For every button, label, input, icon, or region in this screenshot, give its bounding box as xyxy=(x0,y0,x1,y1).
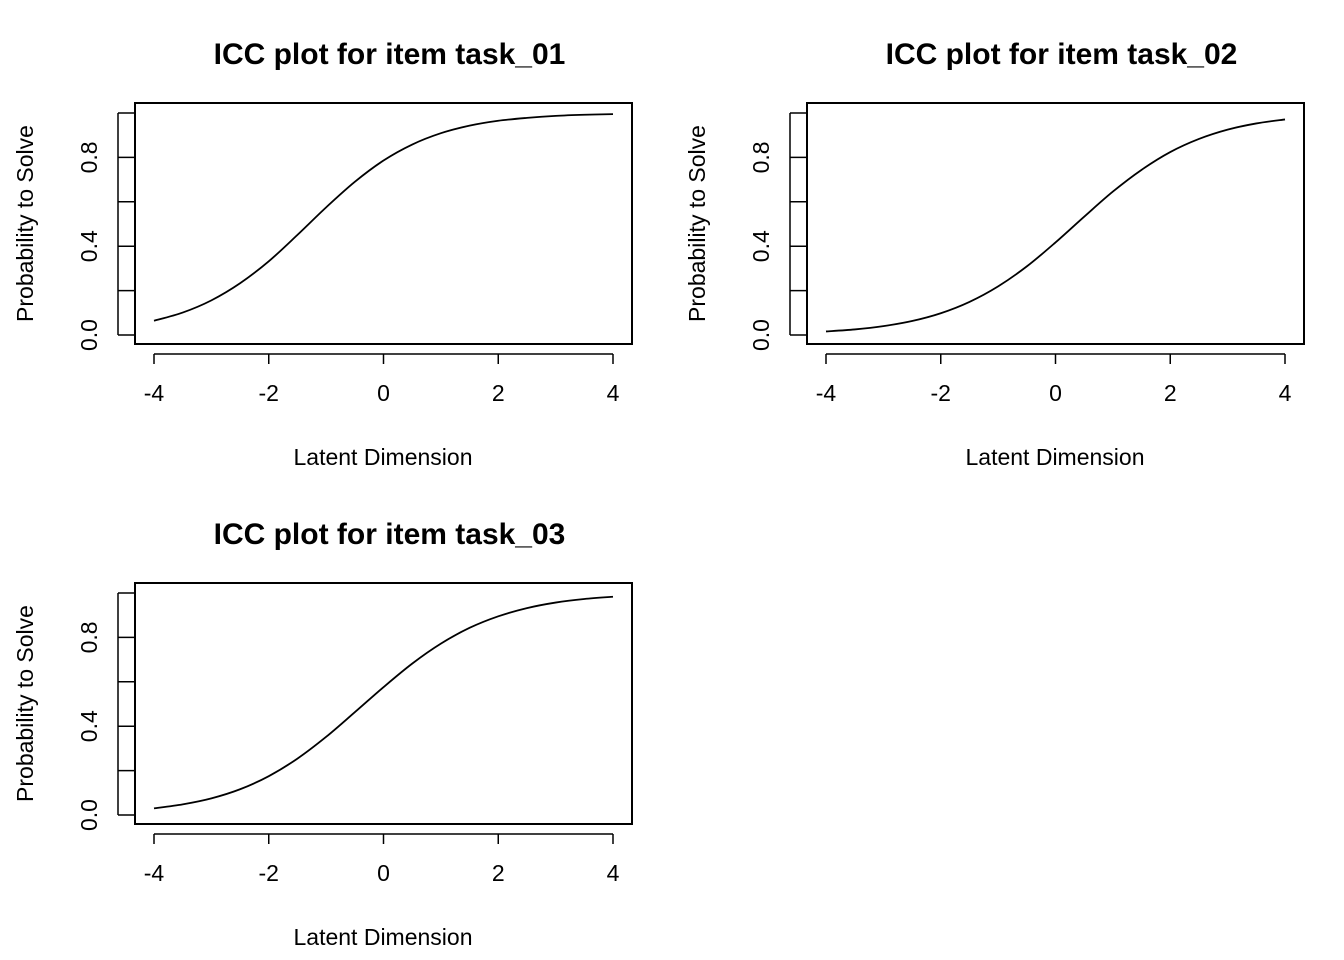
x-tick-label: -4 xyxy=(144,860,165,886)
icc-curve-series-1 xyxy=(153,595,614,810)
y-axis-title: Probability to Solve xyxy=(12,125,38,322)
x-tick-label: -2 xyxy=(259,380,279,406)
x-axis-title: Latent Dimension xyxy=(966,444,1145,470)
y-tick-label: 0.8 xyxy=(748,141,774,173)
plot-frame xyxy=(806,102,1305,345)
x-tick-label: 0 xyxy=(1049,380,1062,406)
y-tick-label: 0.0 xyxy=(748,319,774,351)
x-tick-label: -4 xyxy=(144,380,165,406)
icc-panel-1: ICC plot for item task_01 -4 -2 0 2 4 0.0 0.4 0.… xyxy=(12,38,633,470)
chart-title: ICC plot for item task_02 xyxy=(886,38,1238,71)
x-tick-label: -2 xyxy=(259,860,279,886)
y-tick-label: 0.0 xyxy=(76,799,102,831)
y-tick-label: 0.8 xyxy=(76,141,102,173)
x-tick-label: -4 xyxy=(816,380,837,406)
x-axis-title: Latent Dimension xyxy=(294,924,473,950)
y-tick-label: 0.8 xyxy=(76,621,102,653)
plot-frame xyxy=(134,102,633,345)
y-axis-title: Probability to Solve xyxy=(684,125,710,322)
icc-curve-series-1 xyxy=(153,113,614,322)
icc-curve-series-1 xyxy=(825,118,1286,333)
x-tick-label: 2 xyxy=(1164,380,1177,406)
icc-panel-3: ICC plot for item task_03 -4 -2 0 2 4 0.0 0.4 0.… xyxy=(12,518,633,950)
x-tick-label: 4 xyxy=(607,860,620,886)
plot-frame xyxy=(134,582,633,825)
x-tick-label: 0 xyxy=(377,380,390,406)
x-tick-label: 4 xyxy=(607,380,620,406)
chart-title: ICC plot for item task_03 xyxy=(214,518,566,551)
x-tick-label: 2 xyxy=(492,860,505,886)
x-tick-label: -2 xyxy=(931,380,951,406)
y-tick-label: 0.4 xyxy=(748,230,774,262)
y-tick-label: 0.4 xyxy=(76,230,102,262)
y-axis-title: Probability to Solve xyxy=(12,605,38,802)
y-tick-label: 0.4 xyxy=(76,710,102,742)
icc-panel-2: ICC plot for item task_02 -4 -2 0 2 4 0.0 0.4 0.… xyxy=(684,38,1305,470)
x-tick-label: 0 xyxy=(377,860,390,886)
x-tick-label: 2 xyxy=(492,380,505,406)
x-axis-title: Latent Dimension xyxy=(294,444,473,470)
chart-title: ICC plot for item task_01 xyxy=(214,38,566,71)
y-tick-label: 0.0 xyxy=(76,319,102,351)
x-tick-label: 4 xyxy=(1279,380,1292,406)
